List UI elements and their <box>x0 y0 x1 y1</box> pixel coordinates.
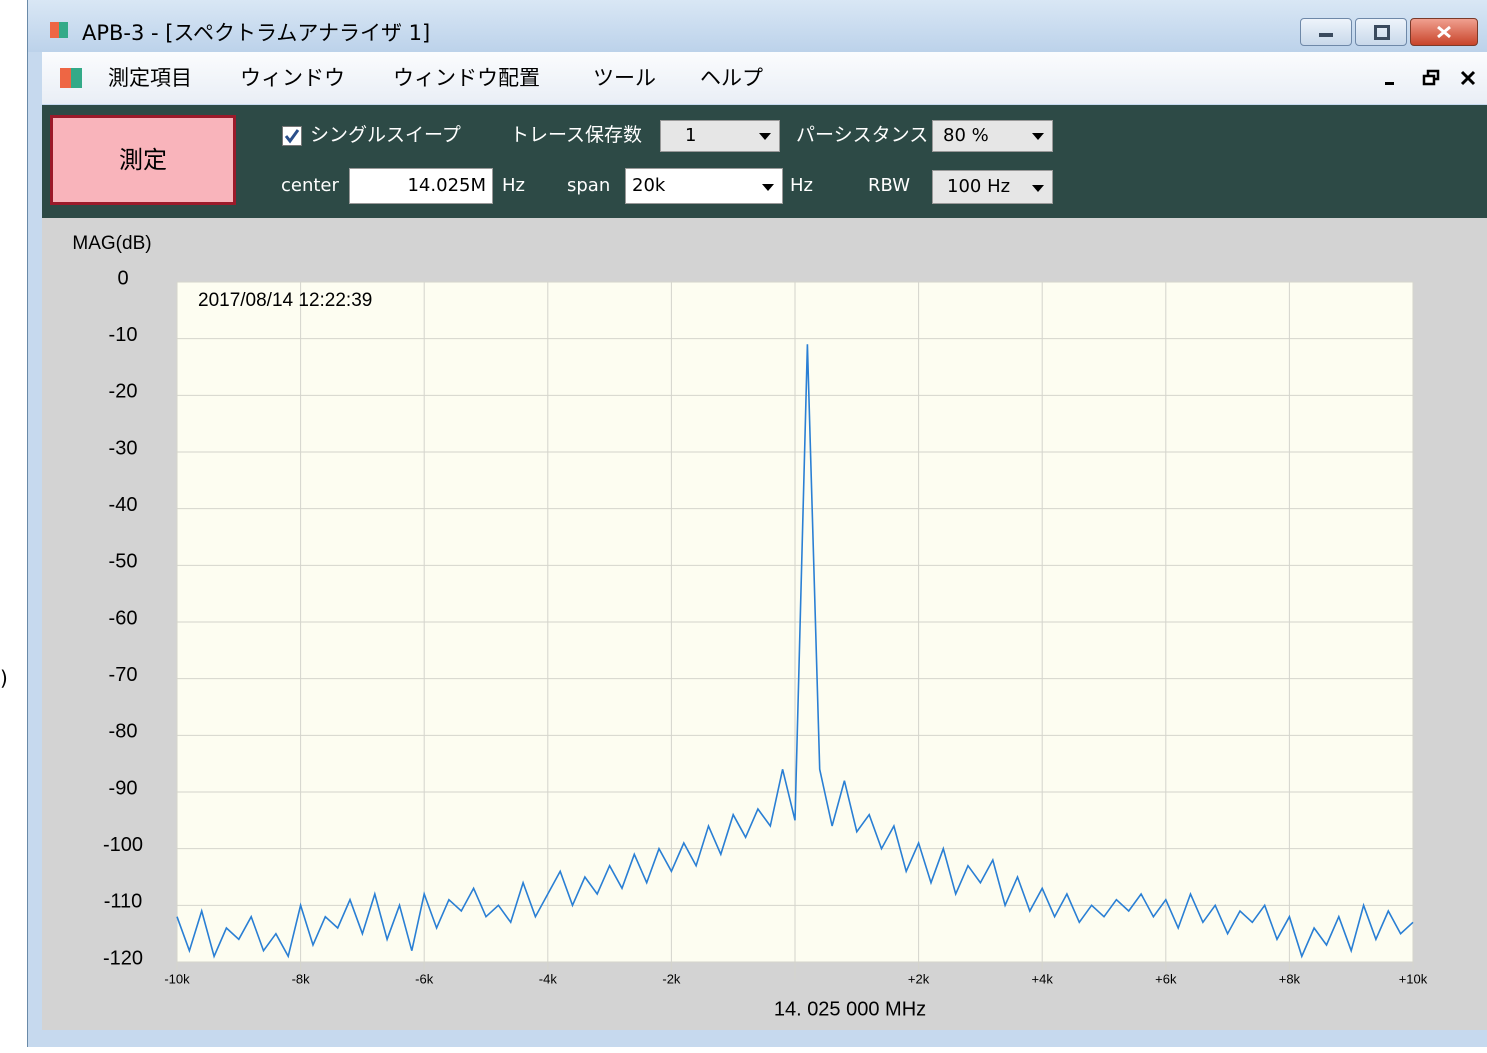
span-dropdown[interactable]: 20k <box>625 168 783 204</box>
y-tick-label: -50 <box>109 551 138 573</box>
persistence-value: 80 % <box>943 125 989 146</box>
timestamp: 2017/08/14 12:22:39 <box>198 290 372 311</box>
edge-text: ) <box>0 666 8 690</box>
x-tick-label: -6k <box>415 971 434 986</box>
x-tick-label: +6k <box>1155 971 1177 986</box>
menu-icon <box>60 68 82 88</box>
span-value: 20k <box>632 175 666 196</box>
menu-item[interactable]: ウィンドウ配置 <box>393 66 540 90</box>
menu-item[interactable]: 測定項目 <box>108 66 192 90</box>
y-tick-label: -40 <box>109 494 138 516</box>
dropdown-arrow <box>1032 185 1044 192</box>
dropdown-arrow <box>1032 133 1044 140</box>
x-tick-label: +4k <box>1032 971 1054 986</box>
rbw-dropdown[interactable]: 100 Hz <box>932 170 1053 204</box>
y-tick-label: -80 <box>109 721 138 743</box>
center-unit: Hz <box>502 175 525 196</box>
single-sweep-label: シングルスイープ <box>310 124 461 146</box>
y-tick-label: -10 <box>109 324 138 346</box>
close-icon <box>1437 25 1451 39</box>
rbw-label: RBW <box>868 175 911 196</box>
trace-count-dropdown[interactable]: 1 <box>660 120 780 152</box>
y-tick-label: -90 <box>109 777 138 799</box>
app-icon <box>50 22 68 38</box>
center-input[interactable]: 14.025M <box>349 168 493 204</box>
window-title: APB-3 - [スペクトラムアナライザ 1] <box>82 21 431 45</box>
y-tick-label: -20 <box>109 381 138 403</box>
close-button[interactable] <box>1410 18 1478 46</box>
check-mark <box>284 129 300 144</box>
y-tick-label: -120 <box>103 947 143 969</box>
x-tick-label: -4k <box>539 971 558 986</box>
persistence-label: パーシスタンス <box>796 124 929 146</box>
y-axis-label: MAG(dB) <box>72 233 151 254</box>
center-label: center <box>281 175 339 196</box>
dropdown-arrow <box>762 184 774 191</box>
y-tick-label: 0 <box>117 267 128 289</box>
menu-item[interactable]: ツール <box>593 66 656 90</box>
rbw-value: 100 Hz <box>947 176 1011 197</box>
mdi-controls[interactable] <box>1380 66 1480 92</box>
y-tick-label: -110 <box>104 891 143 913</box>
x-tick-label: -2k <box>662 971 681 986</box>
x-tick-label: -8k <box>292 971 311 986</box>
x-tick-label: +10k <box>1399 971 1428 986</box>
trace-count-label: トレース保存数 <box>510 124 643 146</box>
x-tick-label: +8k <box>1279 971 1301 986</box>
center-value: 14.025M <box>407 175 486 196</box>
span-unit: Hz <box>790 175 813 196</box>
trace-count-value: 1 <box>685 125 697 146</box>
measure-button[interactable]: 測定 <box>50 115 236 205</box>
x-axis-label: 14. 025 000 MHz <box>774 998 926 1020</box>
menu-bar <box>42 52 1487 104</box>
y-tick-label: -100 <box>103 834 143 856</box>
y-tick-label: -70 <box>109 664 138 686</box>
single-sweep-checkbox[interactable] <box>282 126 302 146</box>
maximize-button[interactable] <box>1355 18 1407 46</box>
dropdown-arrow <box>759 133 771 140</box>
spectrum-trace <box>176 344 1414 959</box>
span-label: span <box>567 175 611 196</box>
persistence-dropdown[interactable]: 80 % <box>932 120 1053 152</box>
title-bar <box>28 0 1487 52</box>
x-tick-label: +2k <box>908 971 930 986</box>
x-tick-label: -10k <box>164 971 190 986</box>
menu-item[interactable]: ヘルプ <box>700 66 763 90</box>
y-tick-label: -60 <box>109 607 138 629</box>
minimize-button[interactable] <box>1300 18 1352 46</box>
menu-item[interactable]: ウィンドウ <box>240 66 345 90</box>
y-tick-label: -30 <box>109 437 138 459</box>
